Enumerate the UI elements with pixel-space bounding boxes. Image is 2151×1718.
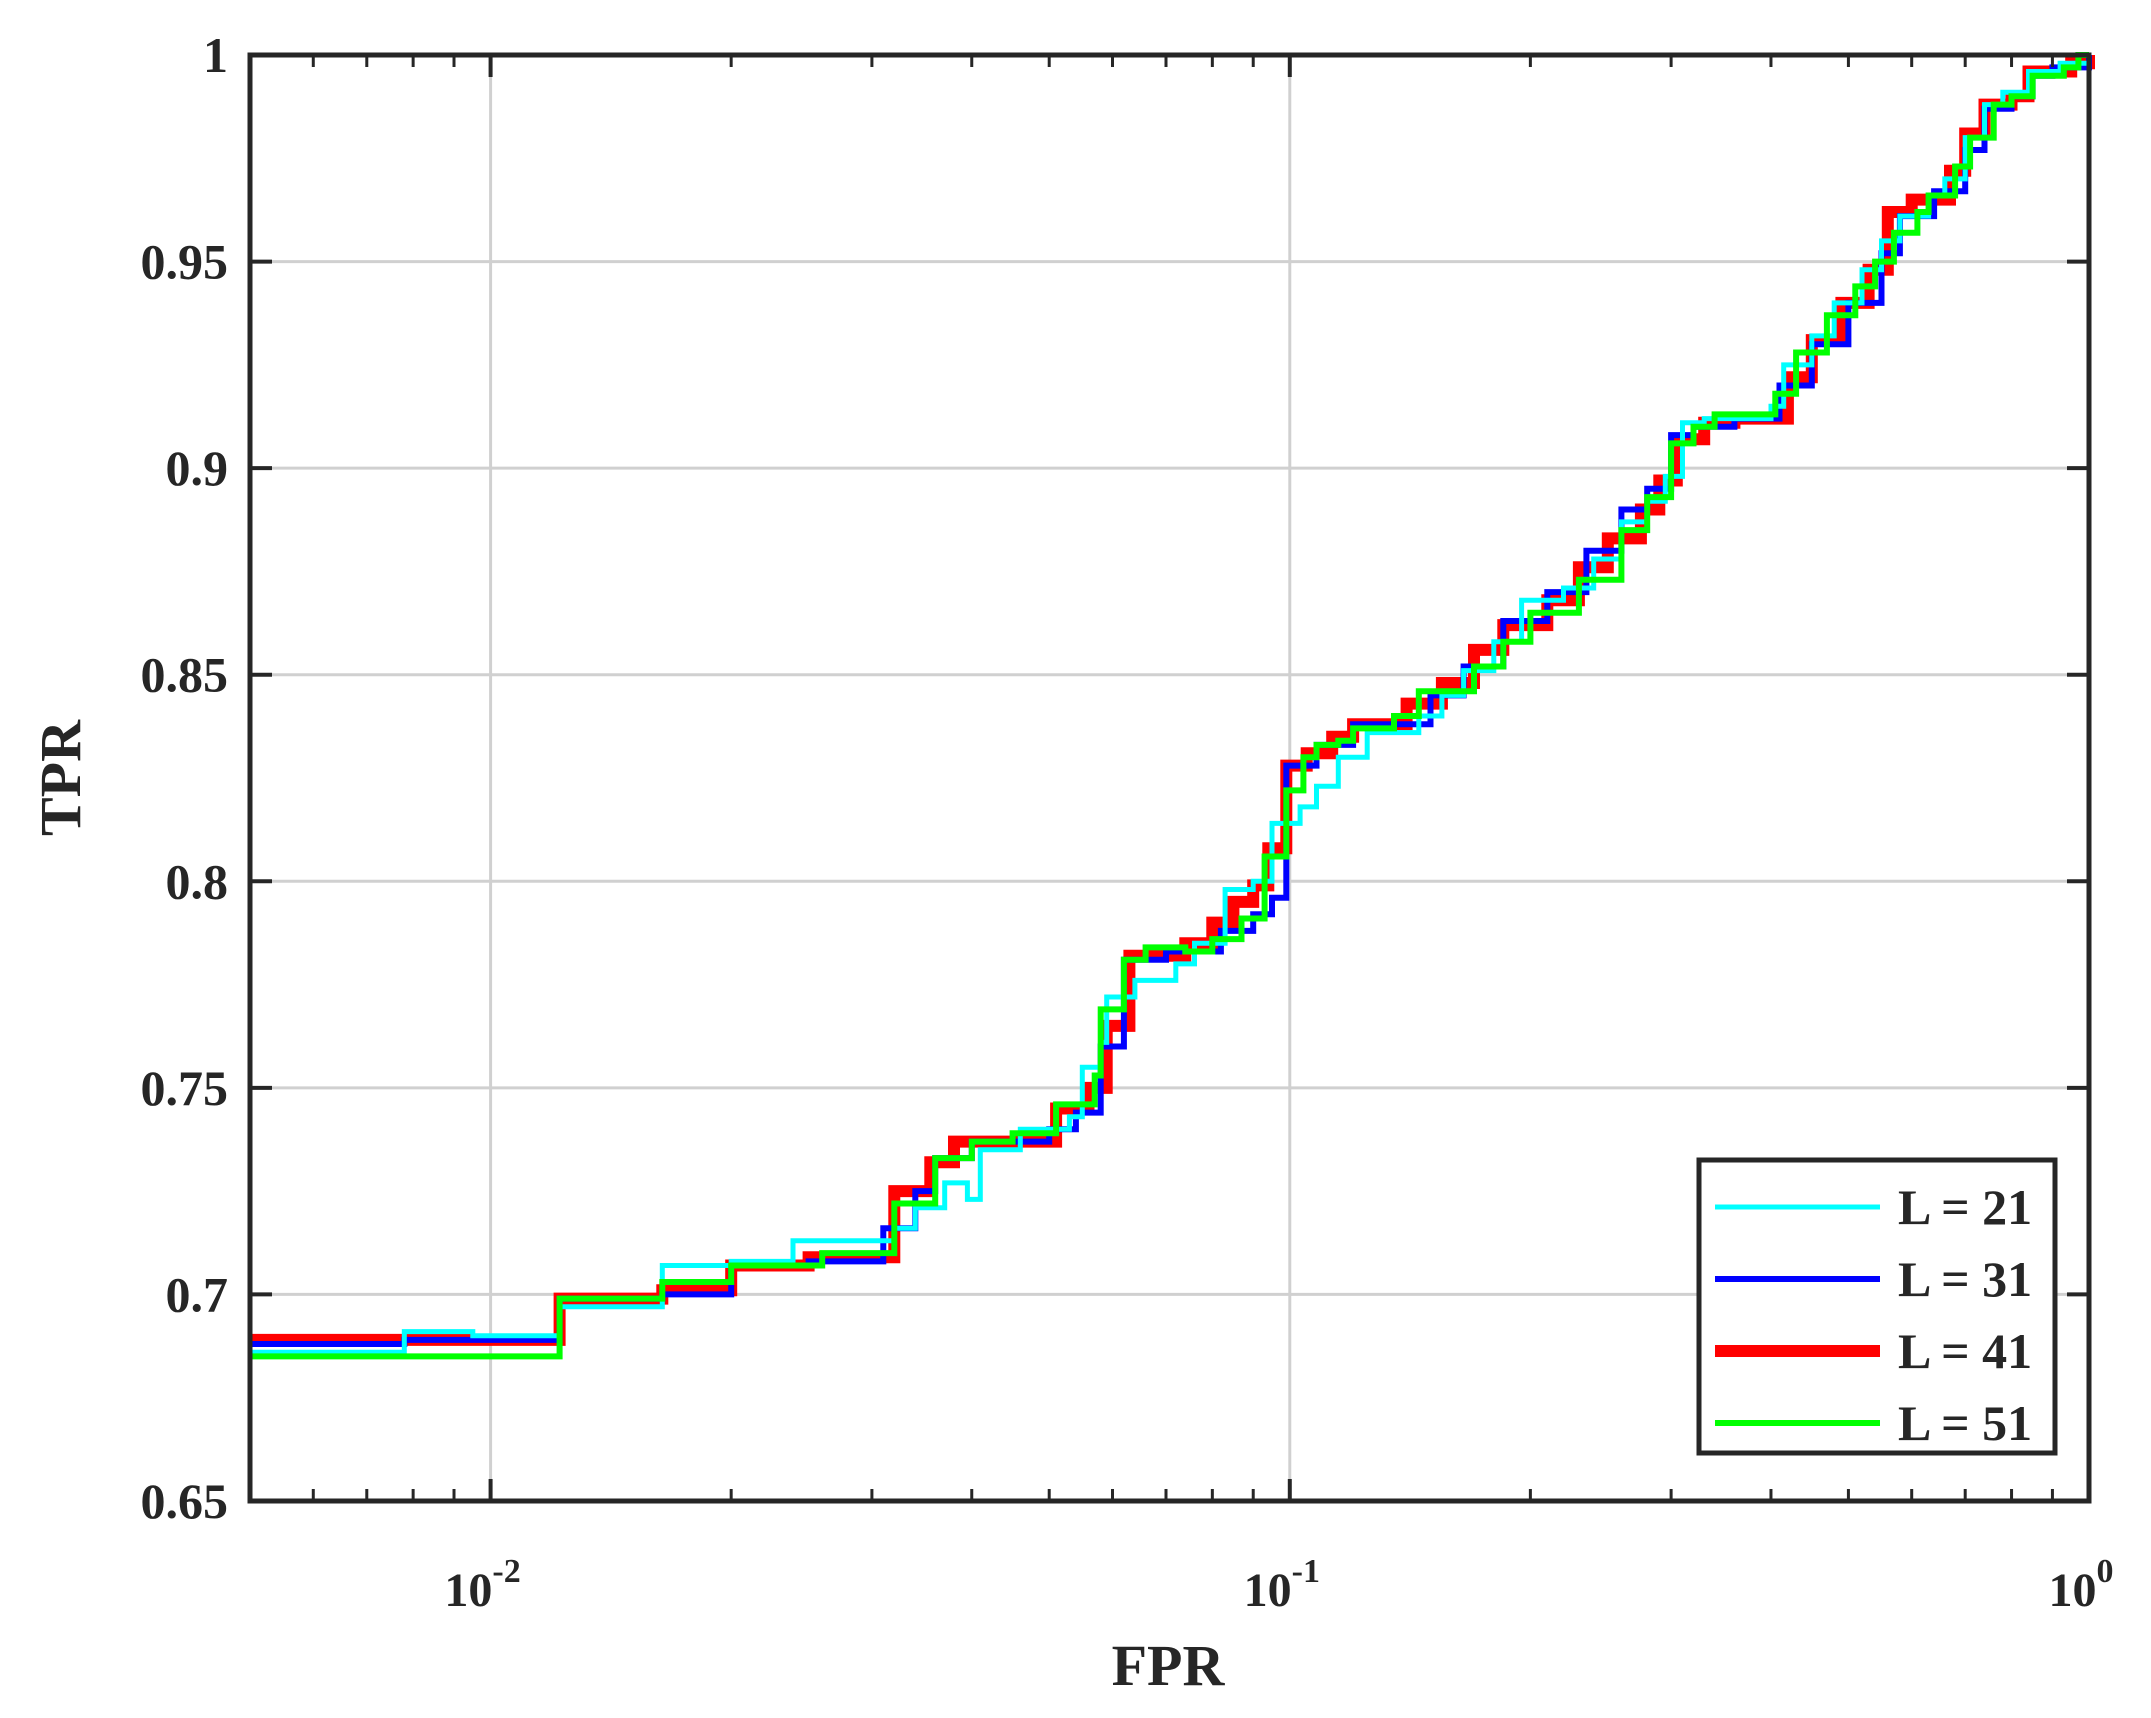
y-tick-label: 0.95 [141,234,229,290]
x-tick-label: 100 [2049,1553,2114,1617]
legend-label: L = 51 [1898,1395,2032,1451]
x-tick-label: 10-1 [1244,1553,1320,1617]
plot-area-frame [247,52,2092,1504]
tick-marks [248,53,2091,1503]
y-tick-label: 0.65 [141,1473,229,1529]
x-tick-label: 10-2 [444,1553,520,1617]
y-tick-label: 0.75 [141,1060,229,1116]
legend-label: L = 41 [1898,1323,2032,1379]
legend: L = 21 L = 31 L = 41 L = 51 [1696,1157,2058,1456]
legend-label: L = 21 [1898,1179,2032,1235]
series-lines [250,52,2095,1360]
legend-label: L = 31 [1898,1251,2032,1307]
x-tick-labels: 10-2 10-1 100 [444,1553,2113,1617]
y-tick-label: 1 [203,27,228,83]
y-tick-label: 0.7 [166,1266,229,1322]
y-tick-label: 0.85 [141,647,229,703]
y-axis-label: TPR [28,719,93,836]
y-tick-label: 0.9 [166,440,229,496]
series-line-l=21 [250,55,2092,1355]
y-tick-label: 0.8 [166,853,229,909]
x-axis-label: FPR [1112,1633,1226,1698]
y-tick-labels: 0.65 0.7 0.75 0.8 0.85 0.9 0.95 1 [141,27,229,1529]
series-line-l=51 [250,52,2089,1360]
